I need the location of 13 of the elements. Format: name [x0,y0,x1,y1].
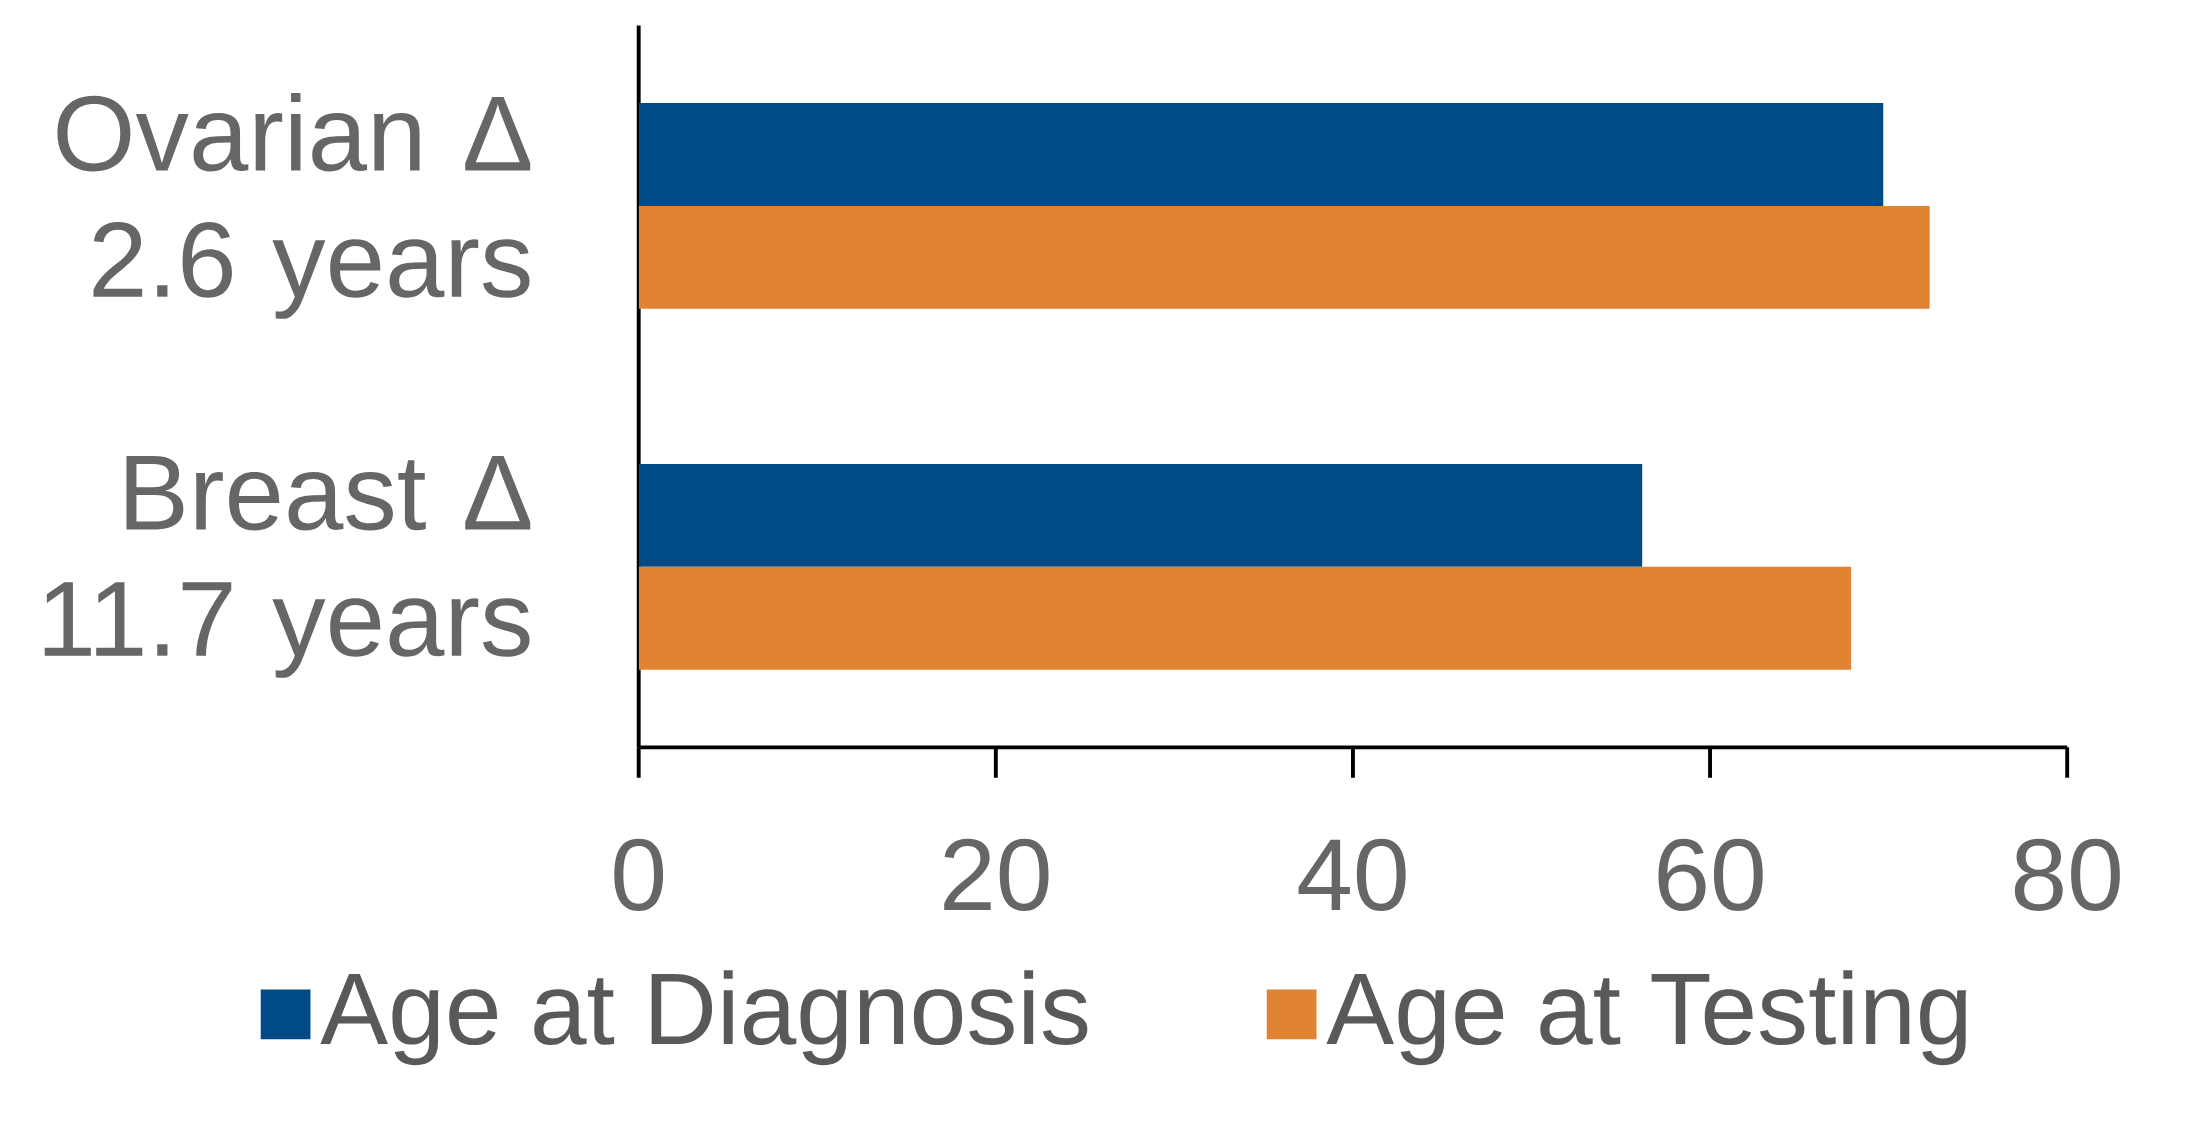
bar [638,103,1884,206]
bar [638,464,1643,567]
x-tick-label: 60 [1658,838,1763,911]
bar [638,566,1852,670]
legend-label: Age at Diagnosis [320,970,1088,1066]
x-tick-label: 20 [944,838,1049,911]
x-tick-label: 0 [614,838,664,911]
y-tick-label: Ovarian Δ 2.6 years [57,92,531,319]
x-tick-label: 40 [1298,838,1406,911]
legend-label: Age at Testing [1326,970,1966,1066]
bar [638,205,1930,309]
y-tick-label: Breast Δ 11.7 years [44,455,531,678]
x-tick-label: 80 [2014,838,2120,911]
